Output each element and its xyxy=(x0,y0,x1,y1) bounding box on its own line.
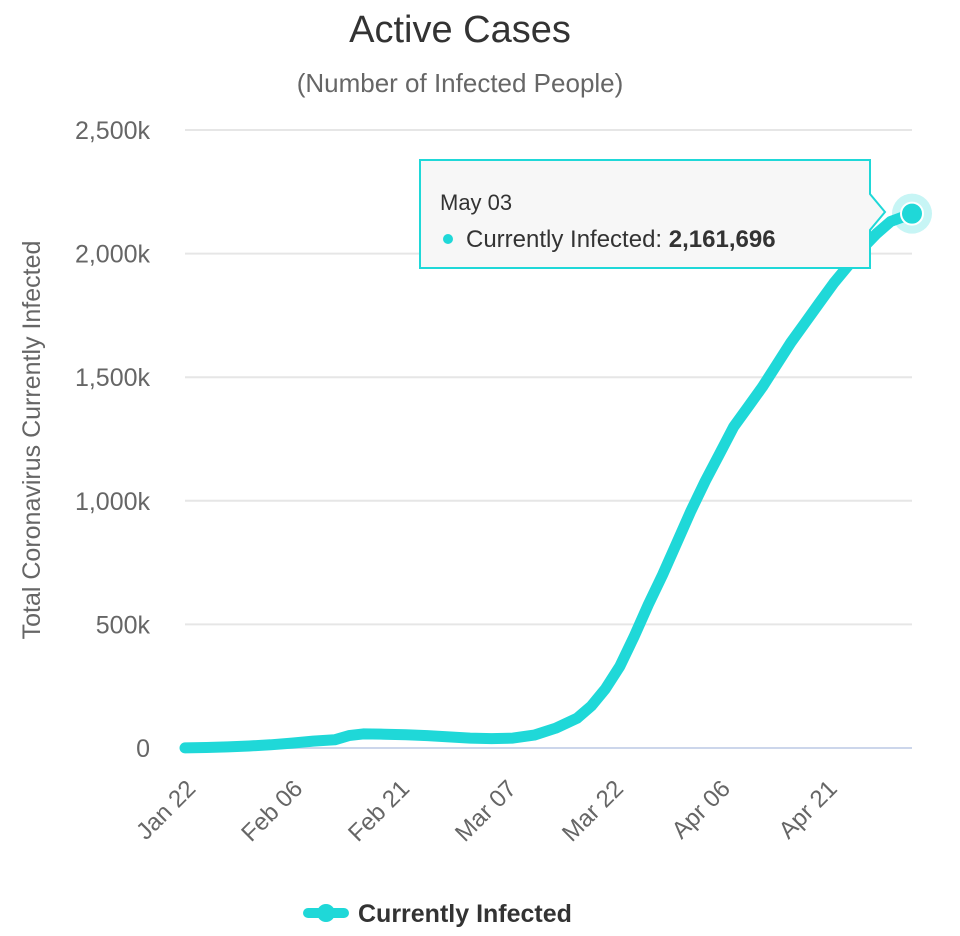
x-tick-label: Jan 22 xyxy=(131,775,201,845)
tooltip-line: Currently Infected: 2,161,696 xyxy=(466,226,776,253)
hover-marker[interactable] xyxy=(900,201,924,226)
x-tick-label: Mar 22 xyxy=(557,775,629,847)
tooltip-date: May 03 xyxy=(440,190,512,215)
y-axis-ticks: 0 500k 1,000k 1,500k 2,000k 2,500k xyxy=(75,117,151,763)
tooltip-separator: : xyxy=(655,226,668,253)
tooltip: May 03 Currently Infected: 2,161,696 xyxy=(419,159,887,269)
legend[interactable]: Currently Infected xyxy=(303,900,572,928)
x-tick-label: Mar 07 xyxy=(450,775,522,847)
x-axis-ticks: Jan 22 Feb 06 Feb 21 Mar 07 Mar 22 Apr 06 Apr … xyxy=(131,775,843,847)
x-tick-label: Apr 21 xyxy=(774,775,843,844)
legend-symbol-dot xyxy=(317,904,335,922)
legend-label[interactable]: Currently Infected xyxy=(358,900,572,928)
chart-subtitle: (Number of Infected People) xyxy=(297,68,624,98)
tooltip-series-name: Currently Infected xyxy=(466,226,655,253)
y-axis-title: Total Coronavirus Currently Infected xyxy=(18,241,46,640)
tooltip-box xyxy=(419,159,887,269)
y-tick-label: 2,000k xyxy=(75,241,151,269)
y-tick-label: 0 xyxy=(136,735,150,763)
y-tick-label: 2,500k xyxy=(75,117,151,145)
tooltip-series-dot xyxy=(443,234,453,244)
chart-title: Active Cases xyxy=(349,9,571,51)
x-tick-label: Feb 21 xyxy=(343,775,415,847)
x-tick-label: Apr 06 xyxy=(667,775,736,844)
y-tick-label: 1,500k xyxy=(75,364,151,392)
series-line-currently-infected[interactable] xyxy=(179,208,918,754)
x-tick-label: Feb 06 xyxy=(236,775,308,847)
tooltip-value: 2,161,696 xyxy=(669,226,776,253)
y-tick-label: 1,000k xyxy=(75,488,151,516)
y-tick-label: 500k xyxy=(96,611,151,639)
